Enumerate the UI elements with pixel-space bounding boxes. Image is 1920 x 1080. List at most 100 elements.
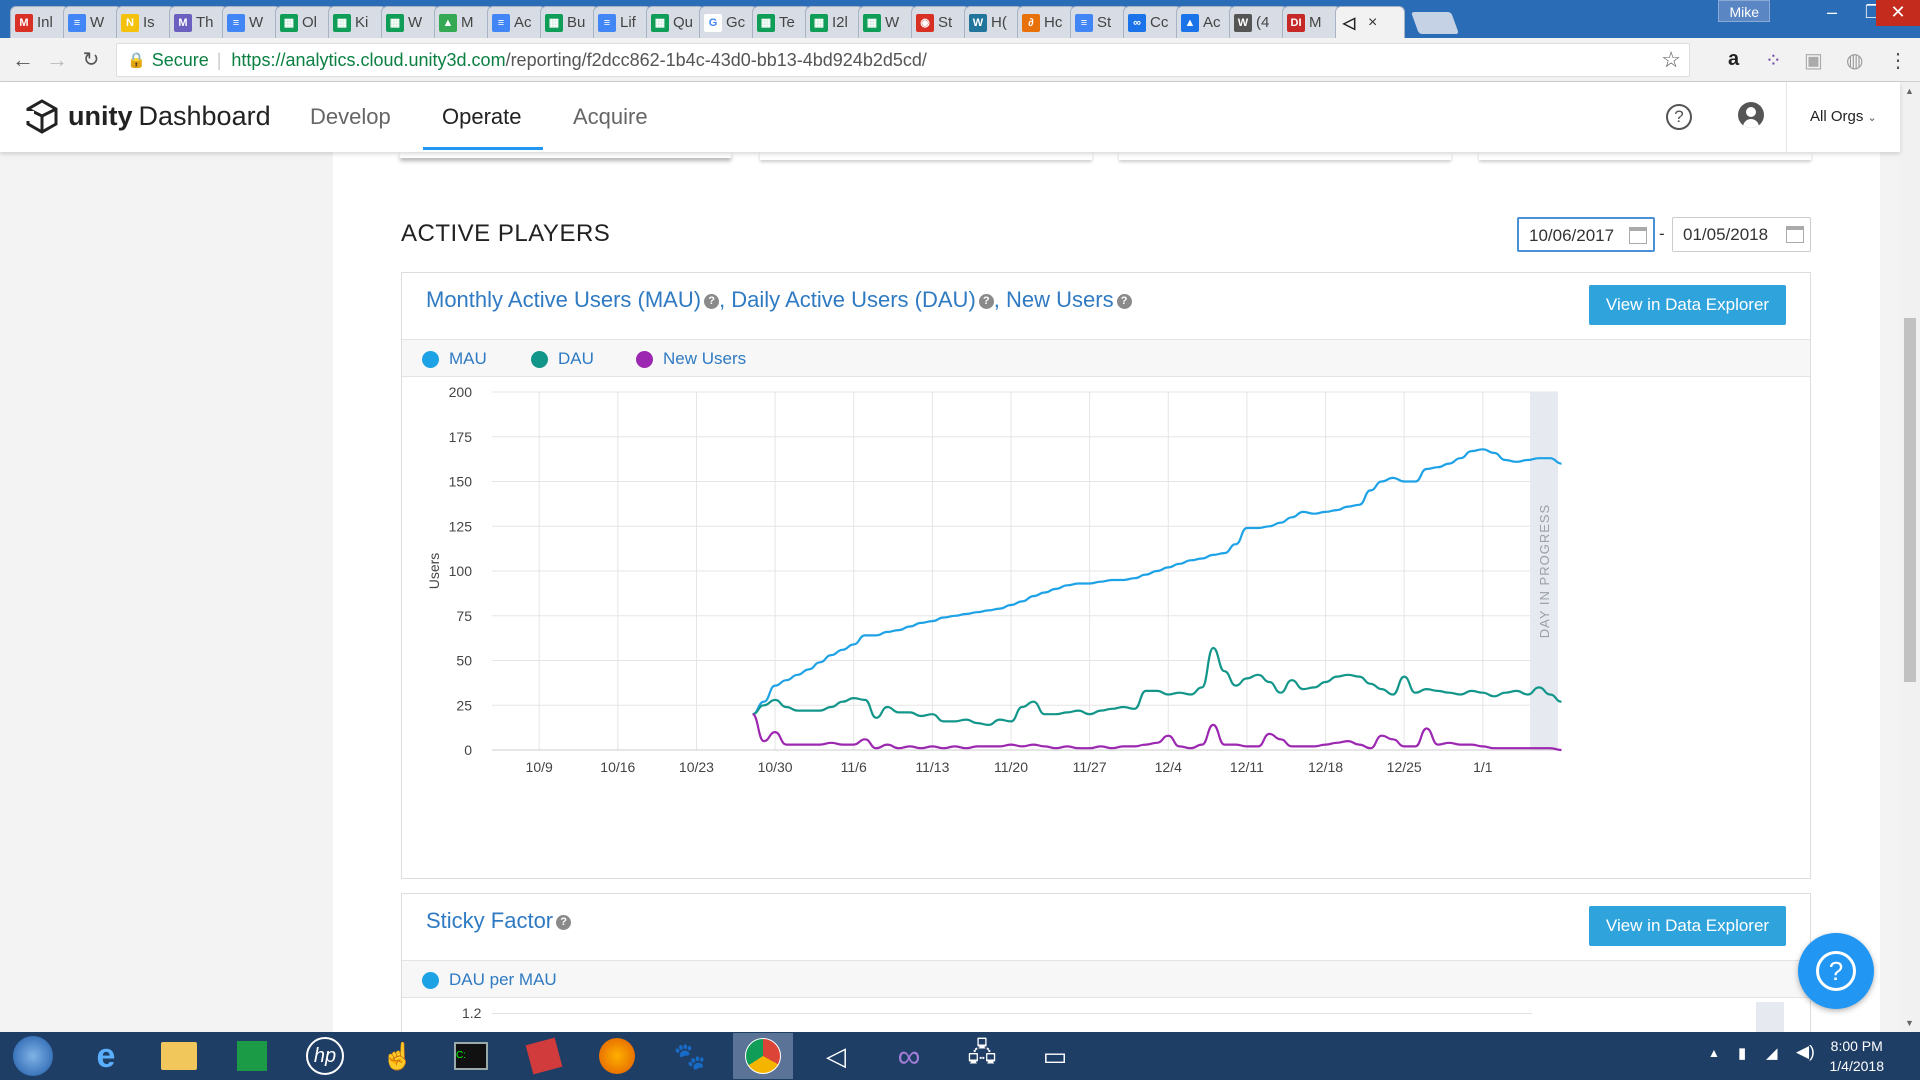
calendar-icon[interactable] [1629,227,1647,244]
view-in-data-explorer-button[interactable]: View in Data Explorer [1589,285,1786,325]
browser-tab[interactable]: ≡ St [1070,6,1129,38]
browser-tab[interactable]: ▦ W [858,6,917,38]
new-tab-button[interactable] [1410,12,1460,34]
browser-tab[interactable]: M Inl [10,6,69,38]
browser-tab[interactable]: ▦ I2l [805,6,864,38]
sticky-factor-title[interactable]: Sticky Factor [426,908,554,933]
profile-chip[interactable]: Mike [1718,0,1770,22]
monitor-icon[interactable]: ▭ [1042,1040,1068,1071]
reload-icon[interactable]: ↻ [82,49,100,71]
view-in-data-explorer-button[interactable]: View in Data Explorer [1589,906,1786,946]
menu-icon[interactable]: ⋮ [1888,50,1908,72]
file-explorer-icon[interactable] [149,1033,209,1079]
browser-tab[interactable]: W (4 [1229,6,1288,38]
extension-dots-icon[interactable]: ⁘ [1765,50,1782,72]
summary-card[interactable] [400,152,731,158]
app-icon[interactable]: ☝ [381,1040,415,1071]
browser-tab[interactable]: DI M [1282,6,1341,38]
info-icon[interactable]: ? [704,294,720,309]
browser-tab[interactable]: ≡ W [63,6,122,38]
wifi-icon[interactable]: ◢ [1766,1045,1778,1062]
browser-tab[interactable]: ▦ Bu [540,6,599,38]
start-icon[interactable] [3,1033,63,1079]
bookmark-star-icon[interactable]: ☆ [1661,47,1681,72]
browser-tab[interactable]: ▦ Qu [646,6,705,38]
calendar-icon[interactable] [1786,226,1804,243]
close-tab-icon[interactable]: × [1368,13,1378,31]
legend-item-dau-per-mau[interactable]: DAU per MAU [422,970,557,990]
new-users-title[interactable]: , New Users [993,287,1114,312]
browser-tab[interactable]: ≡ W [222,6,281,38]
mau-title[interactable]: Monthly Active Users (MAU) [426,287,702,312]
browser-tab[interactable]: ≡ Lif [593,6,652,38]
summary-card[interactable] [1119,152,1451,160]
browser-tab[interactable]: ∞ Cc [1123,6,1182,38]
tray-up-icon[interactable]: ▲ [1708,1046,1720,1060]
summary-card[interactable] [760,152,1092,160]
forward-icon[interactable]: → [46,46,68,72]
browser-tab[interactable]: N Is [116,6,175,38]
org-selector[interactable]: All Orgs ⌄ [1810,108,1877,125]
info-icon[interactable]: ? [556,915,572,930]
extension-gear-icon[interactable]: ◍ [1846,50,1864,72]
store-icon[interactable] [222,1033,282,1079]
scrollbar-thumb[interactable] [1904,318,1916,682]
minimize-icon[interactable]: – [1826,2,1837,22]
summary-card[interactable] [1479,152,1811,160]
pdf-icon[interactable] [514,1033,574,1079]
close-window-icon[interactable]: ✕ [1876,0,1920,26]
browser-tab[interactable]: ▦ Ol [275,6,334,38]
nav-acquire[interactable]: Acquire [573,104,648,129]
legend-item-mau[interactable]: MAU [422,349,487,369]
y-tick-label: 150 [449,474,473,490]
browser-tab[interactable]: ▲ M [434,6,493,38]
unity-icon[interactable]: ◁ [826,1040,846,1071]
help-chat-button[interactable]: ? [1798,933,1874,1009]
system-clock[interactable]: 8:00 PM 1/4/2018 [1830,1036,1885,1076]
volume-icon[interactable]: ◀) [1796,1042,1815,1061]
legend-item-dau[interactable]: DAU [531,349,594,369]
browser-tab[interactable]: ▦ Ki [328,6,387,38]
secure-label: Secure [151,49,209,70]
internet-explorer-icon[interactable]: e [96,1036,116,1075]
hp-icon[interactable]: hp [295,1033,355,1079]
browser-tab[interactable]: ▲ Ac [1176,6,1235,38]
browser-tab[interactable]: ◉ St [911,6,970,38]
back-icon[interactable]: ← [12,46,34,72]
page-scrollbar[interactable]: ▲ ▼ [1900,82,1920,1032]
chrome-icon[interactable] [733,1033,793,1079]
browser-tab[interactable]: ≡ Ac [487,6,546,38]
network-icon[interactable]: 🖧 [967,1037,997,1067]
date-from-input[interactable]: 10/06/2017 [1517,217,1655,252]
info-icon[interactable]: ? [978,294,994,309]
battery-icon[interactable]: ▮ [1738,1045,1747,1062]
visual-studio-icon[interactable]: ∞ [897,1037,921,1074]
extension-icon[interactable]: ▣ [1804,50,1823,72]
favicon-icon: ▲ [1181,13,1199,32]
amazon-icon[interactable]: a [1728,48,1740,70]
legend-item-new-users[interactable]: New Users [636,349,746,369]
date-to-input[interactable]: 01/05/2018 [1672,217,1811,252]
help-icon[interactable]: ? [1666,104,1692,130]
nav-develop[interactable]: Develop [310,104,391,129]
browser-tab[interactable]: ∂ Hc [1017,6,1076,38]
browser-tab[interactable]: W H( [964,6,1023,38]
browser-tab[interactable]: G Gc [699,6,758,38]
unity-logo[interactable]: unity Dashboard [24,98,271,134]
scroll-down-icon[interactable]: ▼ [1905,1018,1914,1028]
browser-tab[interactable]: ▦ Te [752,6,811,38]
info-icon[interactable]: ? [1116,294,1132,309]
firefox-icon[interactable] [587,1033,647,1079]
active-tab[interactable]: ◁ × [1335,6,1405,38]
account-icon[interactable] [1738,102,1764,128]
dau-title[interactable]: , Daily Active Users (DAU) [719,287,976,312]
gimp-icon[interactable]: 🐾 [673,1040,707,1071]
terminal-icon[interactable]: C: [441,1033,501,1079]
favicon-icon: ≡ [68,13,86,32]
browser-tab[interactable]: ▦ W [381,6,440,38]
url-input[interactable]: 🔒 Secure | https://analytics.cloud.unity… [116,43,1690,77]
divider: | [216,49,222,70]
browser-tab[interactable]: M Th [169,6,228,38]
nav-operate[interactable]: Operate [442,104,522,129]
scroll-up-icon[interactable]: ▲ [1905,86,1914,96]
